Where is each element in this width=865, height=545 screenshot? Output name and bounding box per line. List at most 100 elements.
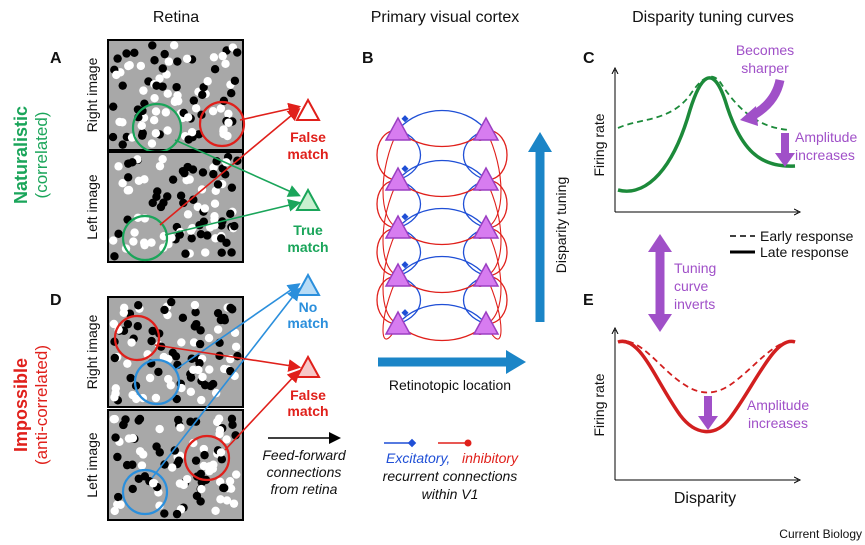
dot — [175, 457, 183, 465]
inhibitory-link — [398, 228, 486, 245]
legend-text: Early response — [760, 228, 854, 244]
dot — [165, 57, 173, 65]
dot — [152, 129, 160, 137]
dot — [211, 65, 219, 73]
dot — [160, 509, 168, 517]
column-title: Retina — [153, 9, 199, 26]
dot — [114, 230, 122, 238]
dot — [192, 456, 200, 464]
dot — [127, 338, 135, 346]
dot — [152, 394, 160, 402]
dot — [134, 416, 142, 424]
dot — [217, 104, 225, 112]
dot — [174, 416, 182, 424]
dot — [176, 423, 184, 431]
inhibitory-link — [398, 324, 486, 341]
dot — [205, 334, 213, 342]
dot — [152, 442, 160, 450]
dot — [110, 252, 118, 260]
dot — [190, 96, 198, 104]
dot — [120, 309, 128, 317]
dot — [214, 325, 222, 333]
match-label: No — [299, 299, 318, 315]
dot — [232, 470, 240, 478]
neuron — [297, 357, 319, 377]
dot — [216, 426, 224, 434]
dot — [149, 479, 157, 487]
inhibitory-link — [398, 130, 486, 147]
axis-label: Retinotopic location — [389, 377, 511, 393]
panel-letter: A — [50, 50, 62, 67]
dot — [141, 472, 149, 480]
dot — [114, 493, 122, 501]
legend-text: Excitatory, — [386, 450, 450, 466]
dot — [126, 374, 134, 382]
dot — [221, 316, 229, 324]
dot — [191, 301, 199, 309]
dot — [187, 388, 195, 396]
neuron — [297, 190, 319, 210]
dot — [198, 373, 206, 381]
legend-text: connections — [267, 464, 342, 480]
excitatory-link — [398, 111, 486, 131]
match-label: match — [287, 315, 328, 331]
dot — [167, 298, 175, 306]
dot — [130, 49, 138, 57]
axis-label: Firing rate — [591, 113, 607, 176]
dot — [209, 380, 217, 388]
match-label: match — [287, 146, 328, 162]
legend-marker — [408, 439, 416, 447]
dot — [209, 170, 217, 178]
annotation: curve — [674, 278, 708, 294]
dot — [198, 91, 206, 99]
dot — [203, 231, 211, 239]
dot — [147, 238, 155, 246]
dot — [137, 62, 145, 70]
match-label: False — [290, 129, 326, 145]
dot — [217, 448, 225, 456]
annotation: increases — [795, 147, 855, 163]
dot — [139, 86, 147, 94]
dot — [113, 54, 121, 62]
dot — [184, 135, 192, 143]
dot — [152, 82, 160, 90]
match-label: match — [287, 403, 328, 419]
dot — [197, 396, 205, 404]
dot — [211, 507, 219, 515]
dot — [172, 83, 180, 91]
panel-letter: E — [583, 292, 594, 309]
dot — [226, 477, 234, 485]
legend-text: recurrent connections — [383, 468, 518, 484]
neuron — [297, 100, 319, 120]
panel-letter: D — [50, 292, 62, 309]
annotation: Tuning — [674, 260, 716, 276]
dot — [220, 484, 228, 492]
column-title: Disparity tuning curves — [632, 9, 794, 26]
dot — [134, 322, 142, 330]
dot — [118, 118, 126, 126]
row-label: Impossible — [11, 358, 31, 452]
dot — [200, 451, 208, 459]
dot — [210, 53, 218, 61]
row-sublabel: (anti-correlated) — [32, 345, 51, 465]
match-label: False — [290, 387, 326, 403]
dot — [218, 52, 226, 60]
dot — [159, 64, 167, 72]
image-label: Right image — [84, 57, 100, 132]
dot — [152, 193, 160, 201]
annotation: Amplitude — [795, 129, 857, 145]
legend-text: Late response — [760, 244, 849, 260]
dot — [170, 41, 178, 49]
dot — [159, 199, 167, 207]
annotation: Amplitude — [747, 397, 809, 413]
dot — [147, 337, 155, 345]
row-label: Naturalistic — [11, 106, 31, 204]
arrow-head — [528, 132, 552, 152]
excitatory-link — [398, 161, 486, 181]
excitatory-link — [398, 257, 486, 277]
dot — [228, 421, 236, 429]
dot — [180, 169, 188, 177]
dot — [196, 340, 204, 348]
dot — [124, 173, 132, 181]
legend-text: Feed-forward — [262, 447, 346, 463]
